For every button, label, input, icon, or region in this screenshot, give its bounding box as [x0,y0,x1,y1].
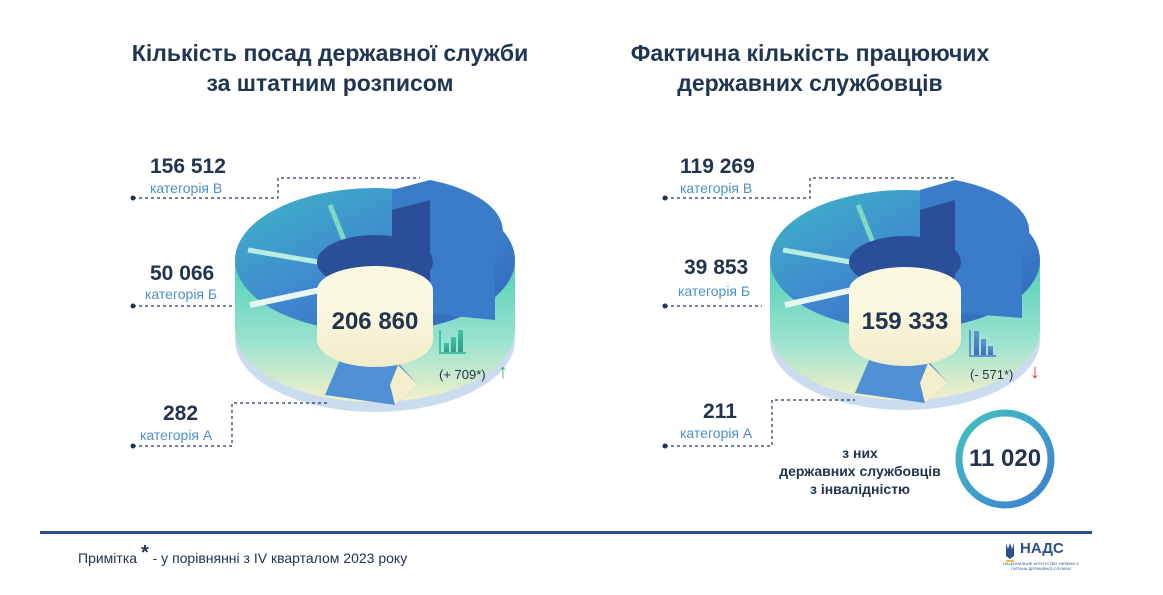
disability-ring [955,409,1055,509]
footnote-star: * [140,542,149,564]
right-cat-b-value: 39 853 [684,256,749,279]
disability-caption: з них державних службовців з інвалідніст… [760,444,960,498]
right-cat-v-value: 119 269 [680,155,755,178]
left-title: Кількість посад державної служби за штат… [70,38,590,98]
footnote-text: - у порівнянні з IV кварталом 2023 року [148,550,408,566]
right-cat-a-value: 211 [703,400,737,423]
logo-text: НАДС [1020,540,1064,557]
left-cat-a-value: 282 [163,402,199,425]
right-title: Фактична кількість працюючих державних с… [560,38,1060,98]
left-delta: (+ 709*) [439,367,486,382]
left-title-line1: Кількість посад державної служби [131,40,529,66]
left-cat-b-label: категорія Б [145,286,218,302]
left-total: 206 860 [331,308,419,335]
right-total: 159 333 [861,308,949,335]
disability-line3: з інвалідністю [809,481,911,497]
right-connector-dots [662,195,668,449]
right-cat-v-label: категорія В [680,180,753,196]
footer-divider [40,531,1092,534]
left-connector-dots [130,195,136,449]
bar-chart-falling-icon [969,330,996,357]
left-cat-a-label: категорія А [140,427,213,443]
right-down-arrow-icon: ↓ [1030,361,1040,383]
left-title-line2: за штатним розписом [206,70,454,96]
right-title-line1: Фактична кількість працюючих [630,40,990,66]
trident-logo-icon [1006,543,1014,562]
right-cat-a-label: категорія А [680,425,753,441]
left-up-arrow-icon: ↑ [498,361,508,383]
right-delta: (- 571*) [970,367,1014,382]
footnote: Примітка * - у порівнянні з IV кварталом… [78,542,408,569]
right-donut-chart [770,180,1040,410]
nads-logo: НАДС НАЦІОНАЛЬНЕ АГЕНТСТВО УКРАЇНИ З ПИТ… [1000,540,1080,575]
left-cat-v-label: категорія В [150,180,223,196]
disability-value: 11 020 [968,445,1042,472]
left-donut-chart [235,180,515,412]
left-connectors [133,177,420,447]
right-cat-b-label: категорія Б [678,283,751,299]
right-title-line2: державних службовців [677,70,943,96]
disability-line2: державних службовців [779,463,941,479]
right-connectors [665,177,955,447]
bar-chart-rising-icon [439,330,466,354]
disability-line1: з них [842,445,878,461]
logo-subtext: НАЦІОНАЛЬНЕ АГЕНТСТВО УКРАЇНИ З ПИТАНЬ Д… [1003,561,1079,571]
footnote-prefix: Примітка [78,550,138,566]
left-cat-b-value: 50 066 [150,262,215,285]
left-cat-v-value: 156 512 [150,155,226,178]
